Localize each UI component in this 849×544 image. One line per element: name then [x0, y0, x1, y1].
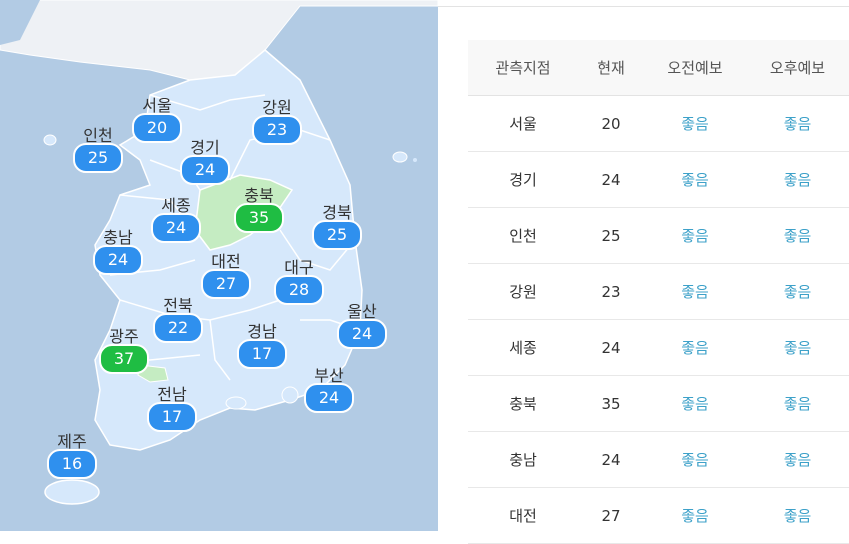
region-value-badge[interactable]: 22: [153, 313, 203, 343]
am-forecast-cell: 좋음: [644, 151, 746, 208]
region-value-badge[interactable]: 28: [274, 275, 324, 305]
table-header-row: 관측지점 현재 오전예보 오후예보: [468, 40, 849, 96]
region-value-badge[interactable]: 20: [132, 113, 182, 143]
region-label: 인천: [83, 126, 113, 145]
current-value-cell: 24: [578, 431, 644, 488]
north-korea-area: [0, 0, 438, 81]
table-row: 충남 24 좋음 좋음: [468, 431, 849, 488]
region-label: 대전: [211, 252, 241, 271]
table-row: 대전 27 좋음 좋음: [468, 487, 849, 544]
table-row: 강원 23 좋음 좋음: [468, 263, 849, 320]
geoje-island: [281, 386, 299, 404]
current-value-cell: 27: [578, 487, 644, 544]
region-value-badge[interactable]: 24: [304, 383, 354, 413]
region-value-badge[interactable]: 27: [201, 269, 251, 299]
region-value-badge[interactable]: 25: [312, 220, 362, 250]
southern-island: [225, 396, 247, 410]
am-forecast-cell: 좋음: [644, 263, 746, 320]
current-value-cell: 25: [578, 207, 644, 264]
region-label: 광주: [109, 327, 139, 346]
station-cell: 서울: [468, 95, 578, 152]
am-forecast-cell: 좋음: [644, 375, 746, 432]
region-label: 서울: [142, 96, 172, 115]
station-cell: 대전: [468, 487, 578, 544]
region-label: 충남: [103, 228, 133, 247]
ulleungdo-island: [392, 151, 408, 163]
station-cell: 세종: [468, 319, 578, 376]
region-value-badge[interactable]: 24: [337, 319, 387, 349]
table-body: 서울 20 좋음 좋음 경기 24 좋음 좋음 인천 25 좋음 좋음 강원 23 좋음 좋음 세종 24 좋음 좋음…: [468, 95, 849, 544]
region-value-badge[interactable]: 37: [99, 344, 149, 374]
table-row: 경기 24 좋음 좋음: [468, 151, 849, 208]
pm-forecast-cell: 좋음: [746, 375, 849, 432]
header-am-forecast: 오전예보: [644, 40, 746, 96]
table-row: 세종 24 좋음 좋음: [468, 319, 849, 376]
am-forecast-cell: 좋음: [644, 319, 746, 376]
table-row: 충북 35 좋음 좋음: [468, 375, 849, 432]
dokdo-island: [413, 158, 417, 162]
am-forecast-cell: 좋음: [644, 487, 746, 544]
region-label: 대구: [284, 258, 314, 277]
region-value-badge[interactable]: 24: [93, 245, 143, 275]
region-label: 제주: [57, 432, 87, 451]
region-label: 경기: [190, 138, 220, 157]
top-divider: [438, 6, 849, 7]
region-label: 강원: [262, 98, 292, 117]
region-label: 경남: [247, 322, 277, 341]
korea-map-shape: [0, 0, 438, 505]
observation-table: 관측지점 현재 오전예보 오후예보 서울 20 좋음 좋음 경기 24 좋음 좋음 인천 25 좋음…: [468, 40, 849, 544]
station-cell: 강원: [468, 263, 578, 320]
header-pm-forecast: 오후예보: [746, 40, 849, 96]
am-forecast-cell: 좋음: [644, 431, 746, 488]
region-label: 전북: [163, 296, 193, 315]
region-value-badge[interactable]: 17: [237, 339, 287, 369]
current-value-cell: 24: [578, 319, 644, 376]
pm-forecast-cell: 좋음: [746, 487, 849, 544]
current-value-cell: 24: [578, 151, 644, 208]
current-value-cell: 35: [578, 375, 644, 432]
region-label: 세종: [161, 196, 191, 215]
station-cell: 충북: [468, 375, 578, 432]
am-forecast-cell: 좋음: [644, 207, 746, 264]
region-value-badge[interactable]: 23: [252, 115, 302, 145]
region-label: 충북: [244, 186, 274, 205]
region-label: 경북: [322, 203, 352, 222]
region-value-badge[interactable]: 35: [234, 203, 284, 233]
station-cell: 충남: [468, 431, 578, 488]
jeju-island: [44, 479, 100, 505]
region-label: 전남: [157, 385, 187, 404]
pm-forecast-cell: 좋음: [746, 319, 849, 376]
current-value-cell: 20: [578, 95, 644, 152]
north-coast-area: [0, 0, 40, 45]
region-label: 울산: [347, 302, 377, 321]
region-value-badge[interactable]: 17: [147, 402, 197, 432]
pm-forecast-cell: 좋음: [746, 95, 849, 152]
south-korea-land: [94, 49, 363, 451]
header-station: 관측지점: [468, 40, 578, 96]
am-forecast-cell: 좋음: [644, 95, 746, 152]
table-row: 인천 25 좋음 좋음: [468, 207, 849, 264]
station-cell: 경기: [468, 151, 578, 208]
station-cell: 인천: [468, 207, 578, 264]
current-value-cell: 23: [578, 263, 644, 320]
table-row: 서울 20 좋음 좋음: [468, 95, 849, 152]
pm-forecast-cell: 좋음: [746, 151, 849, 208]
pm-forecast-cell: 좋음: [746, 263, 849, 320]
region-value-badge[interactable]: 24: [180, 155, 230, 185]
region-value-badge[interactable]: 16: [47, 449, 97, 479]
region-value-badge[interactable]: 24: [151, 213, 201, 243]
air-quality-map: 서울 20 강원 23 인천 25 경기 24 충북 35 세종 24 경북 25 충남 24 대전 27 대구 28…: [0, 0, 438, 531]
ganghwa-island: [43, 134, 57, 146]
region-value-badge[interactable]: 25: [73, 143, 123, 173]
header-current: 현재: [578, 40, 644, 96]
pm-forecast-cell: 좋음: [746, 207, 849, 264]
region-label: 부산: [314, 366, 344, 385]
pm-forecast-cell: 좋음: [746, 431, 849, 488]
observation-table-panel: 관측지점 현재 오전예보 오후예보 서울 20 좋음 좋음 경기 24 좋음 좋음 인천 25 좋음…: [438, 0, 849, 544]
